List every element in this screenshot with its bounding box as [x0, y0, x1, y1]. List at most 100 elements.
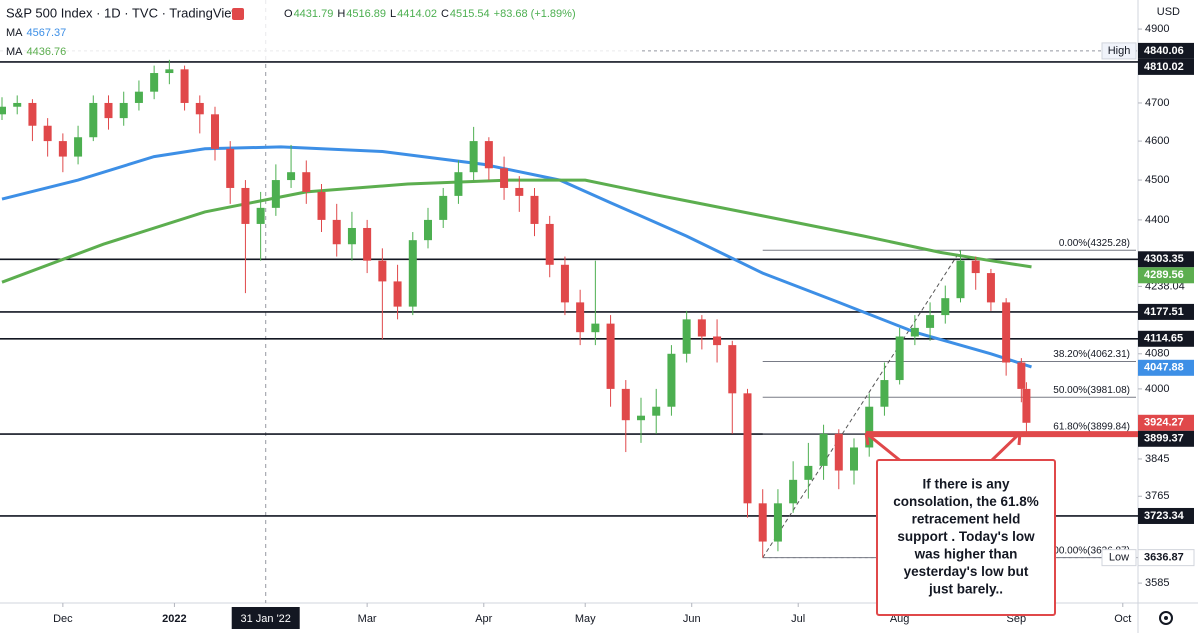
- x-tick-label: Jun: [683, 613, 701, 625]
- ohlc-key: L: [390, 8, 396, 20]
- y-tick-label: 3585: [1145, 577, 1169, 589]
- candle-body: [621, 388, 630, 421]
- price-tag: [1138, 414, 1194, 431]
- candle-body: [347, 227, 356, 245]
- fib-label: 38.20%(4062.31): [1053, 349, 1130, 360]
- y-tick-label: 4700: [1145, 97, 1169, 109]
- ohlc-value: 4431.79: [294, 8, 334, 20]
- candle-body: [515, 187, 524, 196]
- candle-body: [271, 180, 280, 208]
- candle-body: [256, 207, 265, 224]
- ohlc-value: 4414.02: [397, 8, 437, 20]
- y-tick-label: 4000: [1145, 383, 1169, 395]
- legend-backdrop: [0, 0, 640, 60]
- chart-title: S&P 500 Index · 1D · TVC · TradingView: [6, 5, 241, 20]
- settings-icon[interactable]: [1159, 611, 1173, 625]
- candle-body: [1002, 302, 1011, 363]
- price-tag-note: High: [1108, 45, 1131, 57]
- price-tag-label: 4177.51: [1144, 306, 1184, 318]
- price-tag-label: 3636.87: [1144, 552, 1184, 564]
- price-tag-note-box: [1101, 549, 1137, 567]
- candle-body: [1017, 362, 1026, 389]
- candle-body: [986, 273, 995, 303]
- candle-body: [241, 187, 250, 224]
- price-tag-label: 4047.88: [1144, 362, 1184, 374]
- ohlc-key: C: [441, 8, 449, 20]
- price-tag: [1138, 251, 1194, 268]
- price-tag-label: 3924.27: [1144, 417, 1184, 429]
- candle-body: [302, 172, 311, 192]
- candle-body: [880, 380, 889, 407]
- candle-body: [713, 336, 722, 346]
- candle-body: [865, 406, 874, 448]
- y-tick-label: 4400: [1145, 214, 1169, 226]
- candle-body: [576, 302, 585, 333]
- candle-body: [89, 102, 98, 138]
- moving-average: [1, 178, 1032, 284]
- price-tag-label: 4303.35: [1144, 253, 1184, 265]
- candle-body: [895, 336, 904, 381]
- x-tick-label: May: [575, 613, 596, 625]
- candle-body: [728, 345, 737, 394]
- candle-body: [773, 503, 782, 542]
- candle-body: [819, 433, 828, 466]
- y-tick-label: 4900: [1145, 23, 1169, 35]
- crosshair-label: 31 Jan '22: [241, 613, 291, 625]
- candle-body: [956, 260, 965, 299]
- x-tick-label: Jul: [791, 613, 805, 625]
- ohlc-value: 4515.54: [450, 8, 490, 20]
- price-tag-label: 4289.56: [1144, 269, 1184, 281]
- y-tick-label: 3845: [1145, 453, 1169, 465]
- candle-body: [287, 172, 296, 181]
- ohlc-value: 4516.89: [346, 8, 386, 20]
- price-tag-label: 3723.34: [1144, 510, 1185, 522]
- price-tag-label: 4114.65: [1144, 333, 1183, 345]
- y-tick-label: 3765: [1145, 490, 1169, 502]
- candle-body: [926, 315, 935, 328]
- candle-body: [74, 137, 83, 157]
- ma-value: 4567.37: [27, 27, 67, 39]
- price-tag-note: Low: [1109, 552, 1129, 564]
- candle-body: [363, 227, 372, 261]
- x-tick-label: Oct: [1114, 613, 1131, 625]
- candle-body: [682, 319, 691, 354]
- flag-icon[interactable]: [232, 8, 244, 20]
- y-tick-label: 4080: [1145, 348, 1169, 360]
- candle-body: [545, 223, 554, 265]
- price-tag-label: 3899.37: [1144, 433, 1184, 445]
- fib-label: 61.80%(3899.84): [1053, 421, 1130, 432]
- ma-value: 4436.76: [27, 46, 67, 58]
- candle-body: [743, 393, 752, 504]
- annotation-text: consolation, the 61.8%: [893, 494, 1039, 509]
- candle-body: [789, 479, 798, 504]
- candle-body: [28, 102, 37, 126]
- candle-body: [469, 141, 478, 173]
- price-tag-label: 4840.06: [1144, 45, 1184, 57]
- price-tag: [1138, 330, 1194, 347]
- candle-body: [454, 172, 463, 196]
- price-tag: [1138, 507, 1194, 524]
- candle-body: [667, 353, 676, 407]
- y-tick-label: 4600: [1145, 135, 1169, 147]
- candle-body: [971, 260, 980, 274]
- candle-body: [180, 69, 189, 103]
- ohlc-key: H: [337, 8, 345, 20]
- candle-body: [332, 219, 341, 245]
- candle-body: [378, 260, 387, 282]
- fib-trend: [762, 250, 961, 558]
- candle-body: [834, 433, 843, 471]
- y-tick-label: 4500: [1145, 174, 1169, 186]
- candle-body: [591, 323, 600, 333]
- candle-body: [0, 106, 6, 115]
- candle-body: [637, 415, 645, 421]
- annotation-text: yesterday's low but: [904, 564, 1029, 579]
- crosshair-tag: [231, 607, 300, 629]
- candle-body: [317, 191, 326, 220]
- fib-label: 100.00%(3636.87): [1048, 545, 1130, 556]
- candle-body: [697, 319, 706, 337]
- candle-body: [606, 323, 615, 389]
- candle-body: [439, 195, 448, 220]
- candle-body: [530, 195, 539, 224]
- price-tag-note-box: [1101, 42, 1137, 60]
- x-tick-label: Dec: [53, 613, 73, 625]
